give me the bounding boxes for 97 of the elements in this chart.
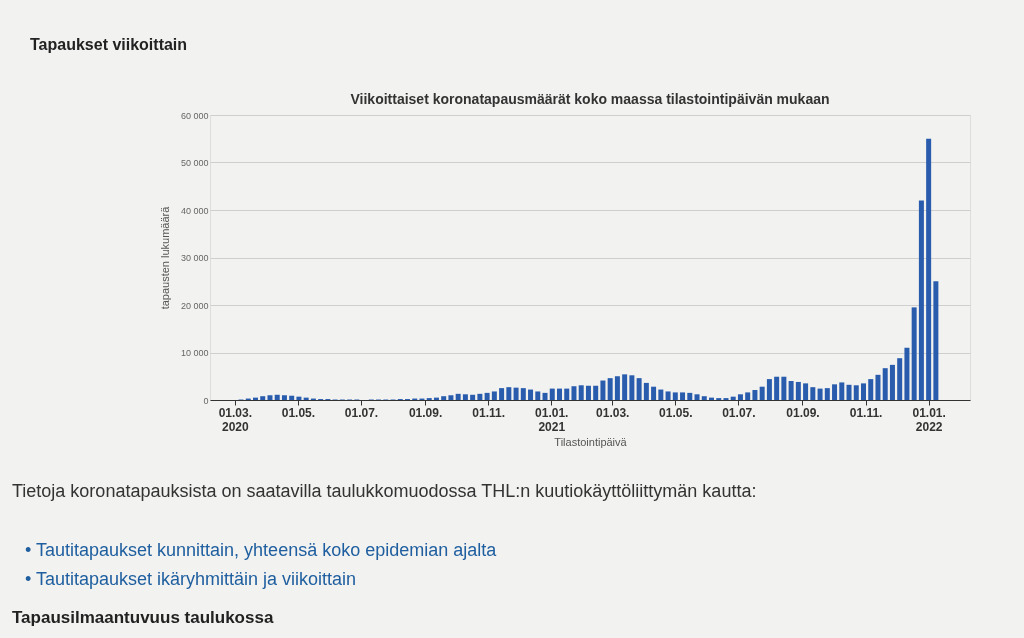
bar [745,392,751,400]
bar [643,382,649,400]
bar [839,382,845,400]
bar [600,380,606,400]
bar [701,396,707,400]
bar [897,358,903,400]
bar [672,392,678,400]
bar [281,395,287,400]
y-axis-title: tapausten lukumäärä [158,205,171,310]
x-tick-label: 01.05. [659,405,693,420]
bar [651,386,657,400]
bar [658,389,664,400]
bar [557,388,562,400]
bar [926,138,932,400]
bar [542,392,548,400]
x-tick-label: 01.01. 2021 [535,405,569,434]
bar [832,384,838,400]
bar [788,381,794,400]
bar [499,388,505,400]
x-axis-title: Tilastointipäivä [554,435,628,448]
bar [520,388,526,400]
y-tick-label: 50 000 [180,158,209,168]
bar [535,391,541,400]
x-tick-label: 01.05. [281,405,316,420]
bar [817,388,823,400]
bar [636,378,642,400]
bar [694,394,700,400]
bar [774,376,780,400]
bar [462,394,468,400]
bar [861,383,866,400]
x-tick-label: 01.07. [344,405,379,420]
bar [578,385,584,400]
bar [622,374,628,400]
chart-title: Viikoittaiset koronatapausmäärät koko maassa tilastointipäivän mukaan [350,91,830,107]
bar [882,368,888,400]
bar [484,392,490,400]
bar [289,395,295,400]
x-tick-label: 01.01. 2022 [912,405,946,434]
bar [680,392,686,400]
y-tick-label: 10 000 [180,348,209,358]
bar [911,307,917,400]
y-tick-label: 0 [203,395,209,406]
x-tick-label: 01.11. [472,405,505,420]
bar [781,376,787,400]
text: • Tautitapaukset kunnittain, yhteensä koko epidemian ajalta [25,540,498,560]
bar [803,383,809,400]
bar [810,387,816,400]
y-tick-label: 60 000 [180,110,209,121]
x-tick-label: 01.09. [786,405,820,420]
bar [766,379,772,400]
y-tick-label: 40 000 [180,205,209,216]
bar [904,347,910,400]
x-tick-label: 01.03. 2020 [218,405,252,434]
bar [491,391,497,400]
bar [687,392,693,400]
text: Tapaukset viikoittain [30,36,188,53]
bar [274,394,280,400]
bar [868,379,874,400]
bar [564,388,570,400]
bar [585,385,591,400]
bar [824,388,830,400]
x-tick-label: 01.07. [722,405,756,420]
bar [549,388,555,400]
bar [875,374,881,400]
x-tick-label: 01.11. [849,405,883,420]
bar [477,393,483,400]
bar [571,386,577,400]
bar [506,387,512,400]
bar [665,391,671,400]
bar [593,385,599,400]
bar [528,389,534,400]
bar [752,390,758,400]
bar [470,394,476,400]
text: Tapausilmaantuvuus taulukossa [12,608,274,627]
bar [759,386,765,400]
y-tick-label: 20 000 [180,300,209,311]
bar [629,375,635,400]
x-tick-label: 01.03. [596,405,630,420]
bar [853,385,859,400]
bar [846,384,852,400]
bar [737,394,743,400]
bar [260,396,266,400]
text: • Tautitapaukset ikäryhmittäin ja viikoittain [25,569,357,589]
bar [455,393,461,400]
bar [889,364,895,400]
bar [607,378,613,400]
bar [614,376,620,400]
bar [448,395,454,400]
bar [513,387,519,400]
bar [918,200,924,400]
bar [795,381,801,400]
y-tick-label: 30 000 [180,253,209,263]
x-tick-label: 01.09. [408,405,443,420]
bar [441,396,447,400]
bar [267,395,273,400]
text: Tietoja koronatapauksista on saatavilla taulukkomuodossa THL:n kuutiokäyttöliittymän kautta: [12,481,757,501]
bar [933,281,939,400]
